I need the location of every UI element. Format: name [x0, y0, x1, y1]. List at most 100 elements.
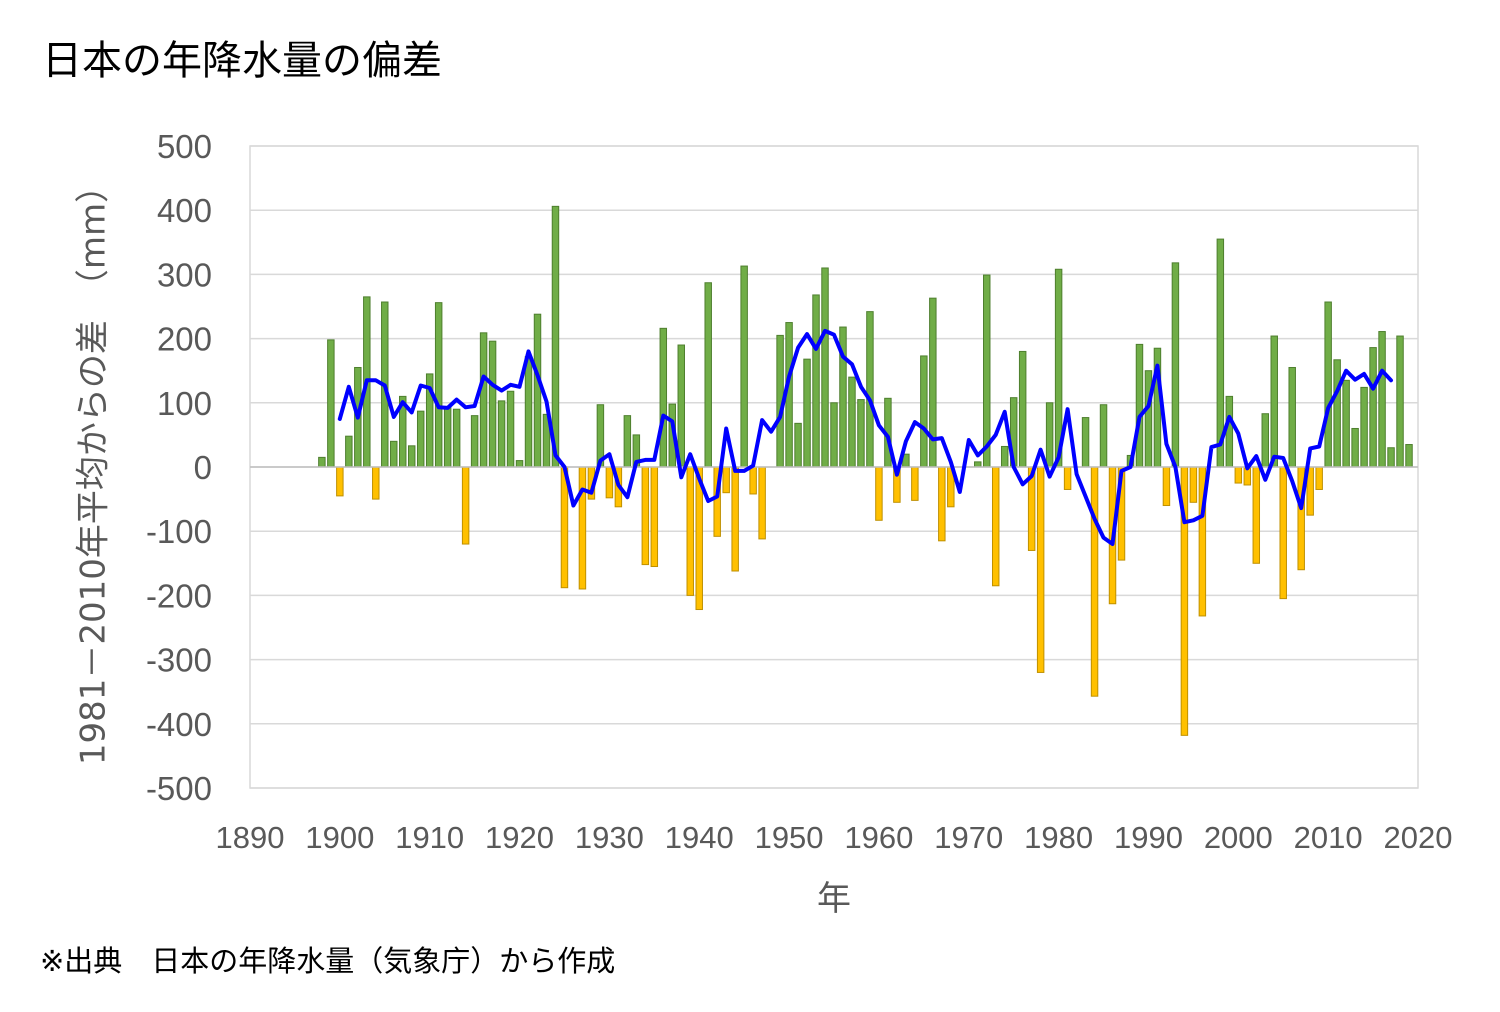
bar-positive	[1324, 301, 1332, 468]
source-note: ※出典 日本の年降水量（気象庁）から作成	[40, 944, 616, 978]
bar-positive	[416, 410, 425, 468]
x-tick-label: 1930	[575, 820, 644, 855]
y-tick-label: 500	[157, 128, 212, 165]
bar-positive	[470, 415, 479, 468]
bar-positive	[623, 415, 632, 468]
bar-positive	[1369, 347, 1377, 468]
bar-negative	[650, 466, 659, 568]
bar-positive	[1405, 444, 1413, 468]
bar-positive	[1000, 445, 1009, 468]
bar-positive	[1342, 379, 1350, 468]
bar-positive	[794, 422, 802, 468]
bar-positive	[318, 456, 326, 468]
y-tick-label: 300	[157, 256, 212, 293]
bar-positive	[704, 282, 712, 468]
bar-negative	[605, 466, 614, 499]
bar-positive	[1387, 447, 1395, 468]
bar-negative	[372, 466, 380, 500]
bar-series	[318, 205, 1413, 736]
bar-negative	[749, 466, 757, 495]
y-tick-label: 100	[157, 385, 212, 422]
x-tick-label: 2010	[1294, 820, 1363, 855]
bar-negative	[1252, 466, 1261, 564]
bar-positive	[390, 440, 398, 468]
bar-negative	[758, 466, 766, 540]
bar-negative	[911, 466, 919, 501]
bar-positive	[1360, 386, 1368, 468]
bar-negative	[1162, 466, 1171, 507]
y-tick-label: 0	[194, 449, 212, 486]
y-tick-label: 200	[157, 321, 212, 358]
x-tick-label: 1960	[844, 820, 913, 855]
x-tick-label: 1940	[665, 820, 734, 855]
bar-negative	[1036, 466, 1045, 673]
bar-negative	[1090, 466, 1099, 697]
bar-positive	[506, 390, 515, 468]
bar-negative	[1279, 466, 1287, 600]
x-tick-label: 1920	[485, 820, 554, 855]
bar-positive	[524, 356, 533, 468]
bar-negative	[1189, 466, 1198, 503]
bar-positive	[1099, 404, 1108, 468]
x-tick-label: 1910	[395, 820, 464, 855]
bar-positive	[479, 332, 488, 468]
bar-positive	[821, 267, 829, 468]
bar-positive	[848, 376, 856, 468]
bar-positive	[1396, 335, 1404, 468]
bar-negative	[731, 466, 739, 572]
bar-negative	[991, 466, 1000, 587]
y-tick-label: -500	[146, 770, 212, 807]
bar-positive	[488, 340, 497, 468]
bar-positive	[812, 294, 820, 468]
bar-positive	[983, 274, 991, 468]
bar-positive	[857, 399, 865, 468]
bar-positive	[1351, 427, 1359, 468]
bar-positive	[345, 435, 353, 468]
bar-positive	[434, 302, 443, 468]
bar-positive	[1018, 350, 1027, 468]
bar-positive	[929, 297, 937, 468]
bar-positive	[1378, 331, 1386, 468]
bar-negative	[722, 466, 730, 494]
y-tick-label: -400	[146, 706, 212, 743]
bar-negative	[578, 466, 587, 590]
x-tick-label: 2020	[1384, 820, 1453, 855]
x-tick-label: 2000	[1204, 820, 1273, 855]
bar-positive	[830, 402, 838, 468]
bar-positive	[497, 400, 506, 468]
y-tick-labels: 500 400 300 200 100 0 -100 -200 -300 -400 -500	[146, 128, 212, 807]
bar-positive	[659, 327, 668, 468]
bar-positive	[1045, 402, 1054, 468]
y-axis-title: 1981－2010年平均からの差 （mm）	[74, 169, 114, 765]
y-tick-label: 400	[157, 192, 212, 229]
y-tick-label: -100	[146, 513, 212, 550]
x-tick-label: 1890	[216, 820, 285, 855]
bar-positive	[1225, 395, 1234, 468]
bar-positive	[551, 205, 560, 468]
bar-negative	[641, 466, 650, 566]
x-tick-label: 1990	[1114, 820, 1183, 855]
x-tick-label: 1970	[934, 820, 1003, 855]
bar-negative	[1063, 466, 1072, 490]
bar-positive	[866, 311, 874, 468]
bar-positive	[1288, 366, 1296, 468]
bar-positive	[1081, 417, 1090, 468]
bar-positive	[515, 460, 524, 468]
bar-positive	[407, 445, 416, 468]
bar-negative	[461, 466, 470, 545]
bar-negative	[938, 466, 946, 542]
bar-positive	[1171, 262, 1180, 468]
x-tick-labels: 1890 1900 1910 1920 1930 1940 1950 1960 1970 1980…	[216, 820, 1453, 855]
bar-positive	[920, 355, 928, 468]
bar-negative	[686, 466, 694, 596]
bar-positive	[533, 313, 542, 468]
y-tick-label: -300	[146, 642, 212, 679]
bar-positive	[1270, 335, 1278, 468]
bar-positive	[1144, 370, 1153, 468]
bar-positive	[452, 408, 461, 468]
bar-positive	[327, 339, 335, 468]
y-tick-label: -200	[146, 577, 212, 614]
bar-positive	[1135, 343, 1144, 468]
bar-negative	[1315, 466, 1323, 490]
bar-positive	[1261, 413, 1269, 468]
